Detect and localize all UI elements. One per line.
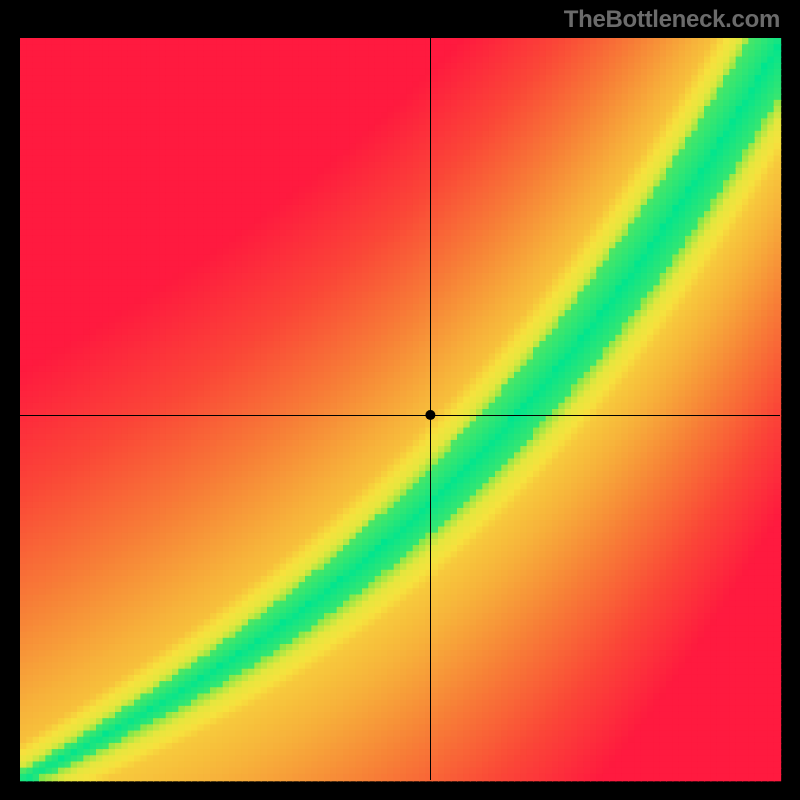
- chart-container: TheBottleneck.com: [0, 0, 800, 800]
- watermark-text: TheBottleneck.com: [564, 6, 780, 34]
- bottleneck-heatmap: [0, 0, 800, 800]
